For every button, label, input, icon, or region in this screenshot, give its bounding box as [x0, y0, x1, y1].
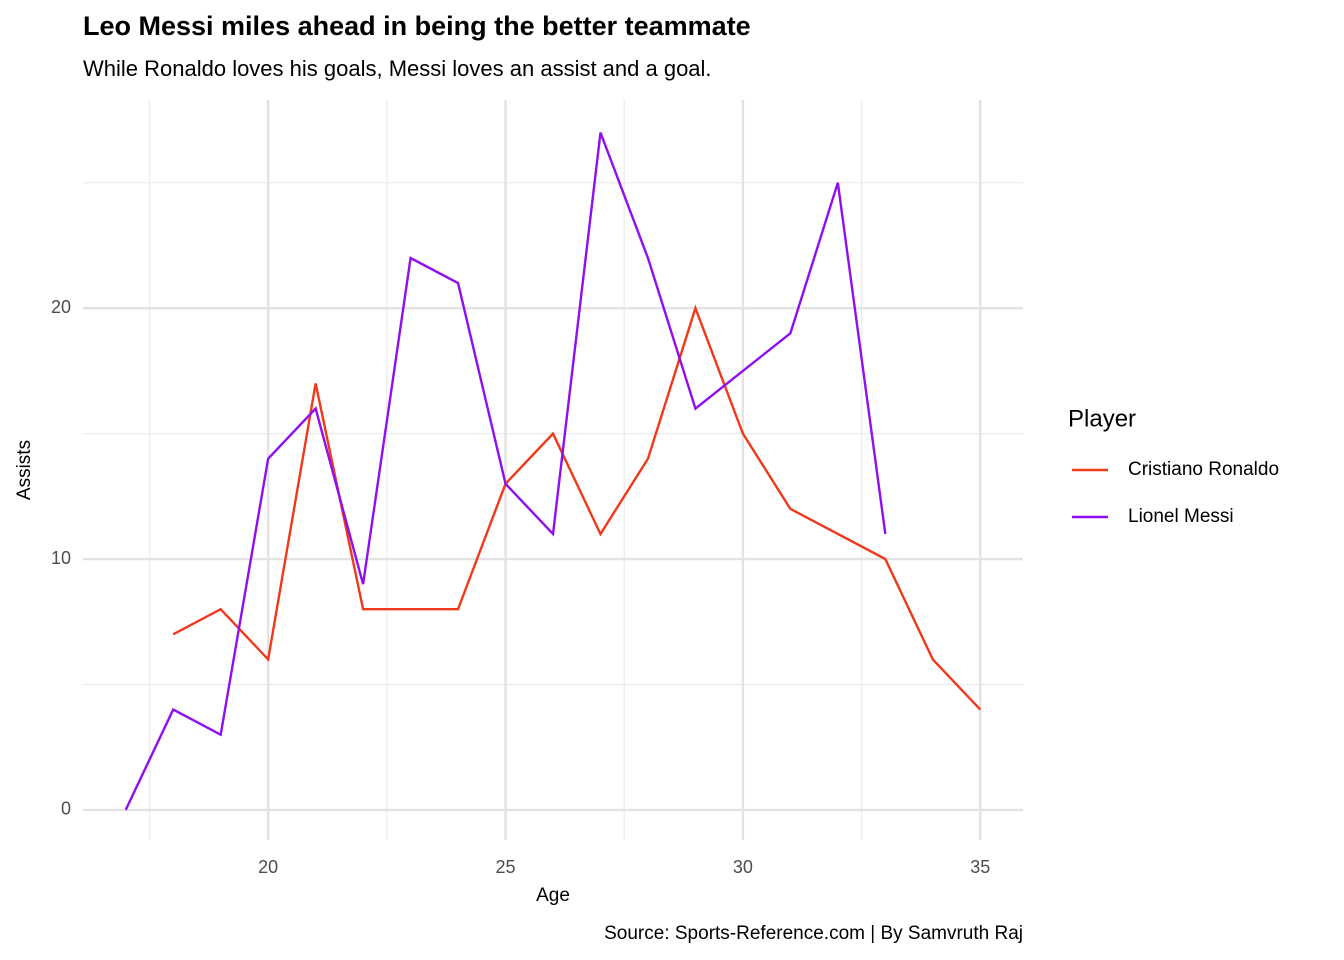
- chart-subtitle: While Ronaldo loves his goals, Messi lov…: [83, 56, 712, 81]
- y-tick-label: 0: [61, 799, 71, 819]
- series-line: [172, 304, 982, 711]
- y-tick-label: 10: [51, 548, 71, 568]
- x-axis-title: Age: [536, 885, 570, 906]
- x-tick-label: 20: [258, 857, 278, 877]
- y-tick-label: 20: [51, 297, 71, 317]
- x-tick-label: 30: [733, 857, 753, 877]
- legend-label: Lionel Messi: [1128, 506, 1234, 527]
- x-tick-label: 35: [970, 857, 990, 877]
- chart-title: Leo Messi miles ahead in being the bette…: [83, 11, 751, 41]
- legend-title: Player: [1068, 405, 1136, 432]
- legend-label: Cristiano Ronaldo: [1128, 459, 1279, 480]
- caption: Source: Sports-Reference.com | By Samvru…: [604, 923, 1023, 944]
- series-line: [124, 132, 887, 811]
- y-axis-title: Assists: [14, 440, 35, 500]
- x-tick-label: 25: [496, 857, 516, 877]
